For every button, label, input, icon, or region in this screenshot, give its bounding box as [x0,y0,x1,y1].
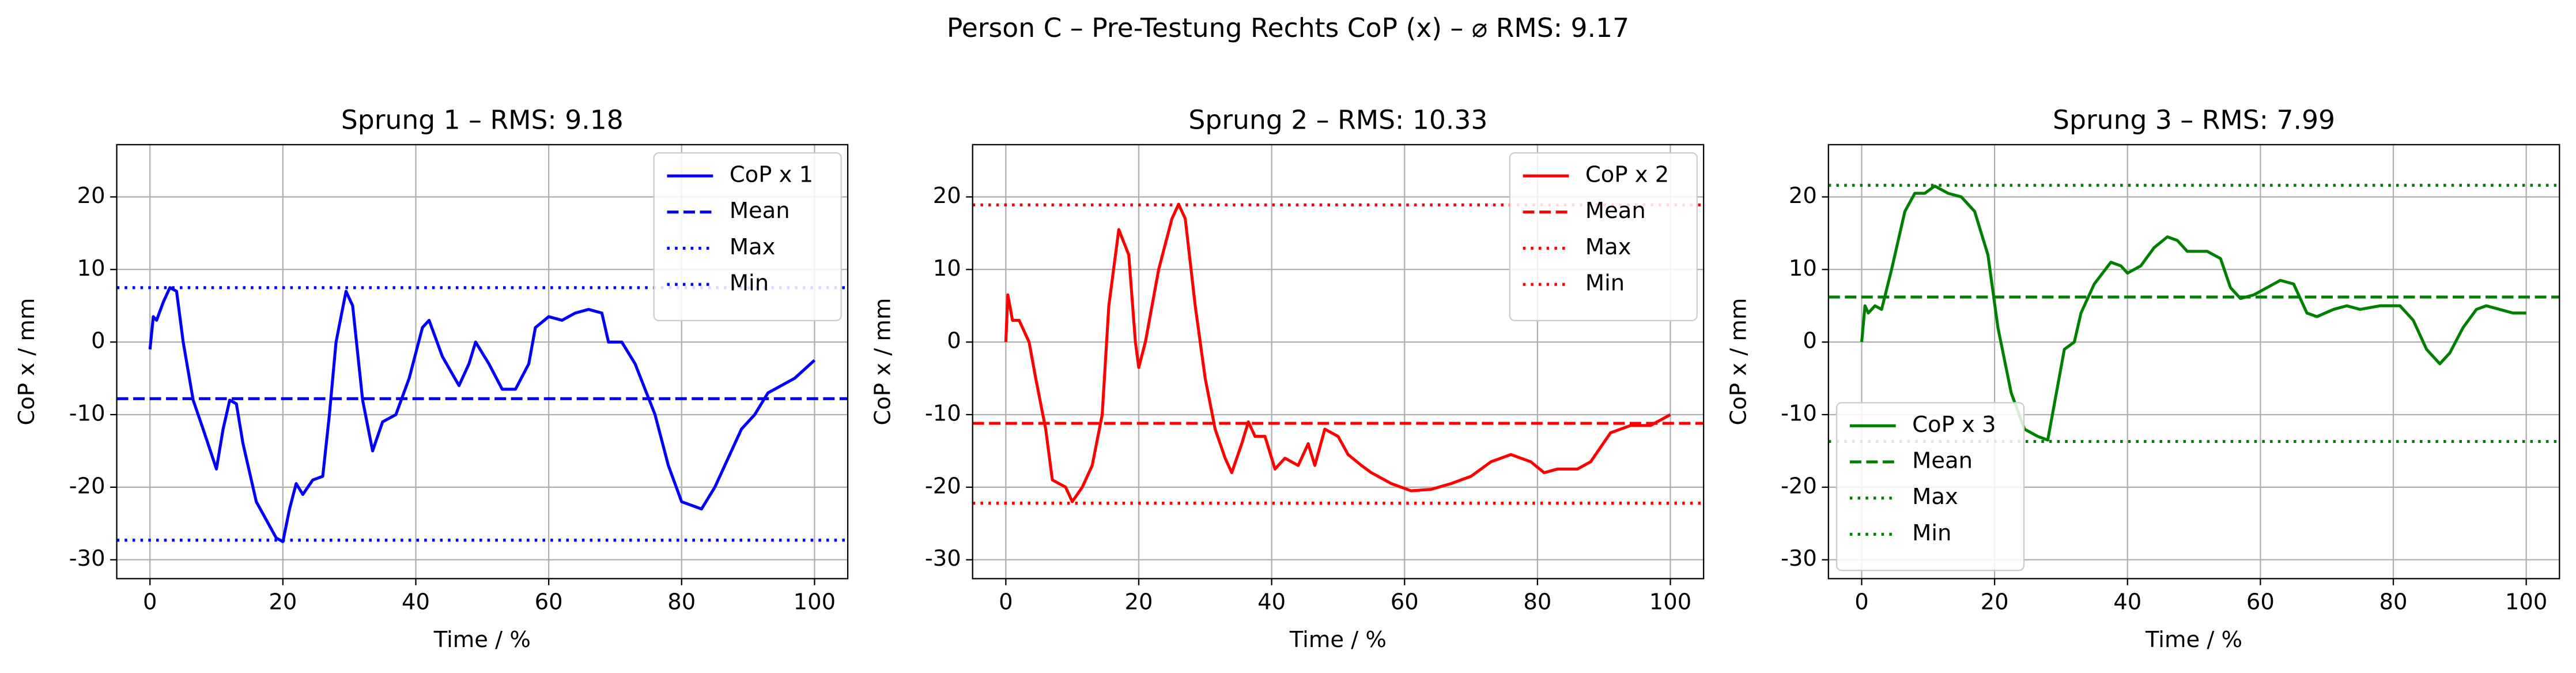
y-axis-label: CoP x / mm [870,298,896,426]
y-tick-label: -20 [1781,473,1817,499]
legend-label: CoP x 1 [730,162,813,188]
x-tick-label: 60 [535,589,563,615]
axes-frame [972,144,1705,580]
y-tick-label: -10 [925,400,961,426]
x-tick-label: 40 [2113,589,2141,615]
x-axis-label: Time / % [433,627,531,653]
x-tick-label: 20 [269,589,297,615]
y-tick-label: -30 [69,546,105,572]
legend: CoP x 3 Mean Max Min [1835,402,2025,572]
x-tick-label: 80 [1523,589,1551,615]
legend-label: CoP x 2 [1585,162,1669,188]
legend-label: Max [1912,484,1958,510]
subplot-title: Sprung 1 – RMS: 9.18 [341,104,624,135]
legend-box [653,152,842,321]
subplot: 0 20 40 60 80 100 -30 -20 -10 0 10 20 Sprung 2 – RMS… [870,104,1705,653]
legend-label: Min [730,270,769,296]
legend-box [1835,402,2025,572]
legend-label: Mean [1912,448,1973,473]
x-tick-label: 0 [143,589,157,615]
y-tick-label: -20 [925,473,961,499]
y-tick-label: 10 [77,255,105,281]
legend-label: Mean [1585,198,1646,224]
legend: CoP x 1 Mean Max Min [653,152,842,321]
x-tick-label: 40 [402,589,430,615]
figure-title: Person C – Pre-Testung Rechts CoP (x) – … [947,13,1629,43]
x-tick-label: 80 [667,589,696,615]
axes-frame [1827,144,2560,580]
x-tick-label: 40 [1257,589,1286,615]
legend-label: Max [730,234,776,260]
data-line [148,286,816,543]
legend-label: Max [1585,234,1631,260]
y-tick-label: 20 [933,183,961,209]
subplot-title: Sprung 2 – RMS: 10.33 [1188,104,1487,135]
x-tick-label: 100 [794,589,836,615]
legend-label: Min [1585,270,1625,296]
axes-frame [116,144,849,580]
legend-label: Min [1912,520,1951,546]
y-tick-label: 20 [77,183,105,209]
y-tick-label: -10 [1781,400,1817,426]
x-tick-label: 100 [2505,589,2547,615]
y-tick-label: -30 [925,546,961,572]
y-tick-label: -30 [1781,546,1817,572]
x-tick-label: 80 [2379,589,2408,615]
legend-label: CoP x 3 [1912,412,1996,438]
y-tick-label: 10 [1789,255,1817,281]
x-tick-label: 0 [999,589,1013,615]
y-tick-label: 20 [1789,183,1817,209]
x-tick-label: 60 [2246,589,2275,615]
subplot: 0 20 40 60 80 100 -30 -20 -10 0 10 20 Sprung 1 – RMS… [14,104,849,653]
legend-label: Mean [730,198,790,224]
y-axis-label: CoP x / mm [1725,298,1751,426]
x-tick-label: 20 [1981,589,2009,615]
y-tick-label: 10 [933,255,961,281]
x-axis-label: Time / % [1289,627,1387,653]
x-tick-label: 0 [1854,589,1868,615]
y-tick-label: 0 [1803,328,1816,354]
y-tick-label: -10 [69,400,105,426]
x-tick-label: 60 [1391,589,1419,615]
x-tick-label: 100 [1649,589,1691,615]
data-line [1004,202,1671,503]
legend-box [1509,152,1698,321]
x-axis-label: Time / % [2145,627,2242,653]
subplot-title: Sprung 3 – RMS: 7.99 [2053,104,2335,135]
y-axis-label: CoP x / mm [14,298,40,426]
legend: CoP x 2 Mean Max Min [1509,152,1698,321]
x-tick-label: 20 [1125,589,1153,615]
data-line [1860,184,2526,442]
y-tick-label: 0 [947,328,961,354]
y-tick-label: -20 [69,473,105,499]
plot-area [1828,183,2560,443]
subplot: 0 20 40 60 80 100 -30 -20 -10 0 10 20 Sprung 3 – RMS… [1725,104,2560,653]
y-tick-label: 0 [91,328,105,354]
